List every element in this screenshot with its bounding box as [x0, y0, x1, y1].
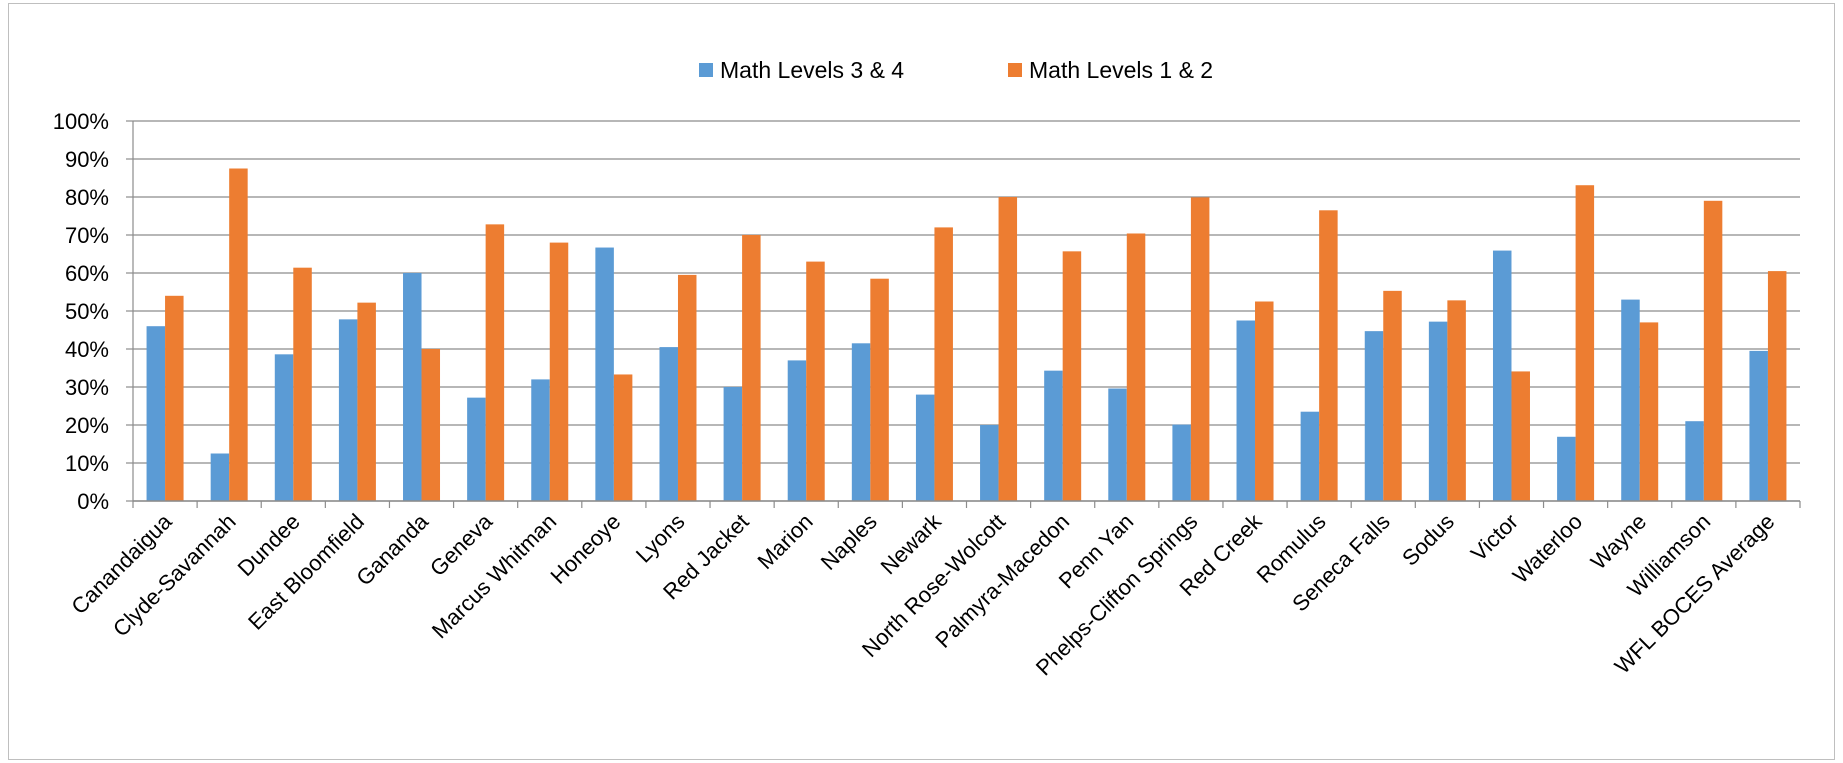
y-tick-label: 40%	[65, 337, 109, 362]
bar-math-levels-3-4	[915, 394, 935, 501]
bar-math-levels-1-2	[1511, 371, 1530, 501]
bar-math-levels-3-4	[1621, 299, 1640, 501]
x-tick-label: Sodus	[1397, 509, 1459, 571]
y-tick-label: 50%	[65, 299, 109, 324]
x-tick-label: East Bloomfield	[243, 509, 369, 635]
y-tick-label: 80%	[65, 185, 109, 210]
y-tick-label: 20%	[65, 413, 109, 438]
bar-math-levels-3-4	[1557, 436, 1576, 501]
bar-math-levels-3-4	[274, 354, 294, 501]
y-tick-label: 100%	[53, 109, 109, 134]
bar-math-levels-1-2	[293, 267, 312, 501]
x-tick-label: Naples	[816, 509, 882, 575]
bar-math-levels-3-4	[1364, 331, 1384, 501]
bar-math-levels-1-2	[1703, 200, 1723, 502]
bar-math-levels-3-4	[1300, 411, 1320, 501]
chart-frame	[8, 3, 1835, 760]
y-tick-label: 0%	[77, 489, 109, 514]
bar-math-levels-3-4	[531, 379, 550, 501]
x-tick-label: Waterloo	[1508, 509, 1587, 588]
bar-math-levels-1-2	[613, 374, 633, 501]
bar-math-levels-1-2	[934, 227, 953, 501]
legend-swatch	[699, 63, 713, 77]
y-tick-label: 90%	[65, 147, 109, 172]
gridlines	[133, 120, 1800, 502]
bar-math-levels-3-4	[1685, 421, 1704, 501]
y-tick-label: 10%	[65, 451, 109, 476]
bar-math-levels-1-2	[357, 302, 376, 501]
y-axis-ticks: 0% 10% 20% 30% 40% 50% 60% 70% 80% 90% 100%	[53, 109, 133, 514]
bar-math-levels-1-2	[1575, 185, 1595, 501]
bar-math-levels-1-2	[1767, 271, 1787, 501]
bar-math-levels-3-4	[1108, 388, 1127, 501]
bar-math-levels-3-4	[1236, 320, 1256, 501]
bar-math-levels-3-4	[338, 319, 358, 501]
bar-math-levels-1-2	[421, 349, 441, 501]
bar-math-levels-3-4	[1172, 424, 1191, 501]
bar-math-levels-1-2	[742, 235, 761, 501]
bar-math-levels-1-2	[229, 168, 248, 501]
bar-math-levels-3-4	[595, 247, 614, 501]
bar-math-levels-1-2	[1255, 301, 1274, 501]
bar-math-levels-3-4	[1492, 250, 1512, 501]
bar-math-levels-1-2	[677, 274, 697, 501]
bar-math-levels-1-2	[165, 295, 184, 501]
x-tick-label: Honeoye	[545, 509, 625, 589]
bar-math-levels-1-2	[1190, 197, 1210, 501]
bar-math-levels-3-4	[210, 453, 230, 501]
x-tick-label: Lyons	[631, 509, 690, 568]
bar-math-levels-3-4	[1044, 370, 1063, 501]
bar-math-levels-3-4	[1749, 350, 1768, 501]
bar-math-levels-3-4	[1428, 321, 1448, 501]
y-tick-label: 70%	[65, 223, 109, 248]
bar-math-levels-3-4	[403, 273, 422, 501]
bar-math-levels-1-2	[1126, 233, 1146, 502]
bar-math-levels-3-4	[146, 326, 166, 501]
x-tick-label: Victor	[1466, 509, 1523, 566]
legend-label: Math Levels 3 & 4	[720, 57, 904, 83]
bar-math-levels-3-4	[851, 343, 871, 501]
bar-math-levels-1-2	[1639, 322, 1659, 501]
bar-math-levels-3-4	[787, 360, 807, 501]
legend: Math Levels 3 & 4 Math Levels 1 & 2	[699, 57, 1213, 83]
bar-math-levels-1-2	[1062, 251, 1082, 501]
bar-math-levels-1-2	[870, 278, 889, 501]
bar-math-levels-3-4	[723, 387, 743, 501]
x-tick-label: Gananda	[351, 508, 433, 590]
bar-math-levels-3-4	[467, 397, 486, 501]
y-tick-label: 30%	[65, 375, 109, 400]
bar-math-levels-1-2	[806, 261, 825, 501]
x-tick-label: Marion	[753, 509, 818, 574]
legend-label: Math Levels 1 & 2	[1029, 57, 1213, 83]
legend-swatch	[1008, 63, 1022, 77]
bar-math-levels-1-2	[1319, 210, 1338, 502]
bar-math-levels-3-4	[980, 425, 999, 501]
bar-math-levels-3-4	[659, 347, 678, 501]
bar-math-levels-1-2	[1383, 290, 1402, 501]
bar-math-levels-1-2	[549, 242, 569, 501]
y-tick-label: 60%	[65, 261, 109, 286]
bar-math-levels-1-2	[1447, 300, 1466, 501]
bar-math-levels-1-2	[998, 197, 1018, 501]
bar-math-levels-1-2	[485, 224, 505, 502]
bars	[146, 168, 1787, 502]
